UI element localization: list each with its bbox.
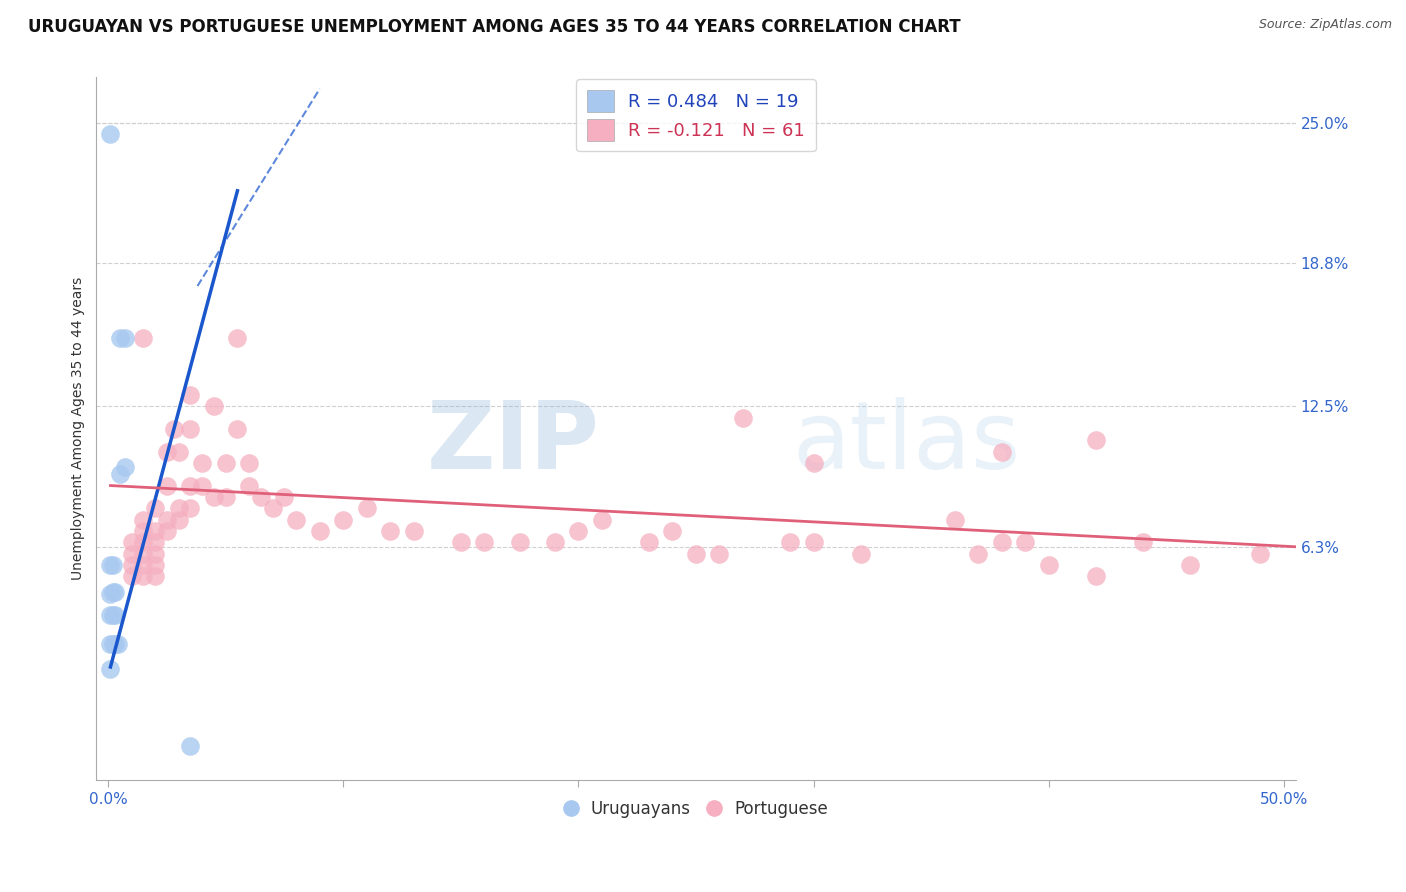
Point bbox=[132, 547, 155, 561]
Point bbox=[104, 585, 127, 599]
Point bbox=[179, 388, 201, 402]
Point bbox=[450, 535, 472, 549]
Point bbox=[803, 456, 825, 470]
Point bbox=[100, 587, 122, 601]
Point bbox=[779, 535, 801, 549]
Point bbox=[167, 444, 190, 458]
Point bbox=[167, 501, 190, 516]
Point bbox=[121, 569, 143, 583]
Point bbox=[191, 456, 214, 470]
Point bbox=[1014, 535, 1036, 549]
Point bbox=[132, 524, 155, 538]
Point bbox=[849, 547, 872, 561]
Point bbox=[143, 501, 166, 516]
Text: ZIP: ZIP bbox=[427, 397, 600, 489]
Point bbox=[114, 331, 136, 345]
Point bbox=[121, 535, 143, 549]
Point bbox=[402, 524, 425, 538]
Point bbox=[990, 535, 1012, 549]
Point bbox=[709, 547, 731, 561]
Point bbox=[179, 501, 201, 516]
Point bbox=[121, 558, 143, 572]
Point bbox=[685, 547, 707, 561]
Legend: Uruguayans, Portuguese: Uruguayans, Portuguese bbox=[557, 793, 835, 825]
Point bbox=[1084, 434, 1107, 448]
Point bbox=[143, 547, 166, 561]
Y-axis label: Unemployment Among Ages 35 to 44 years: Unemployment Among Ages 35 to 44 years bbox=[72, 277, 86, 581]
Point bbox=[132, 512, 155, 526]
Point bbox=[215, 490, 238, 504]
Point bbox=[1249, 547, 1271, 561]
Point bbox=[108, 467, 131, 482]
Point bbox=[308, 524, 330, 538]
Point bbox=[638, 535, 661, 549]
Point bbox=[567, 524, 589, 538]
Point bbox=[143, 558, 166, 572]
Point bbox=[100, 637, 122, 651]
Point bbox=[100, 558, 122, 572]
Point bbox=[731, 410, 754, 425]
Point bbox=[101, 607, 124, 622]
Point bbox=[179, 422, 201, 436]
Text: Source: ZipAtlas.com: Source: ZipAtlas.com bbox=[1258, 18, 1392, 31]
Point bbox=[156, 512, 179, 526]
Point bbox=[285, 512, 308, 526]
Point bbox=[250, 490, 273, 504]
Point bbox=[226, 422, 249, 436]
Point bbox=[143, 535, 166, 549]
Point bbox=[238, 456, 260, 470]
Point bbox=[273, 490, 295, 504]
Point bbox=[472, 535, 495, 549]
Point bbox=[191, 478, 214, 492]
Point bbox=[1038, 558, 1060, 572]
Point bbox=[803, 535, 825, 549]
Point bbox=[661, 524, 683, 538]
Point bbox=[215, 456, 238, 470]
Point bbox=[132, 535, 155, 549]
Point bbox=[132, 331, 155, 345]
Point bbox=[202, 399, 225, 413]
Point bbox=[100, 127, 122, 141]
Point bbox=[380, 524, 402, 538]
Point bbox=[114, 460, 136, 475]
Point bbox=[107, 637, 129, 651]
Point bbox=[121, 547, 143, 561]
Point bbox=[1084, 569, 1107, 583]
Point bbox=[132, 569, 155, 583]
Point bbox=[356, 501, 378, 516]
Point bbox=[990, 444, 1012, 458]
Point bbox=[104, 637, 127, 651]
Point bbox=[967, 547, 990, 561]
Point bbox=[332, 512, 354, 526]
Point bbox=[101, 637, 124, 651]
Point bbox=[156, 524, 179, 538]
Point bbox=[1132, 535, 1154, 549]
Point bbox=[179, 478, 201, 492]
Point bbox=[1178, 558, 1201, 572]
Point bbox=[262, 501, 284, 516]
Point bbox=[156, 478, 179, 492]
Point bbox=[156, 444, 179, 458]
Text: URUGUAYAN VS PORTUGUESE UNEMPLOYMENT AMONG AGES 35 TO 44 YEARS CORRELATION CHART: URUGUAYAN VS PORTUGUESE UNEMPLOYMENT AMO… bbox=[28, 18, 960, 36]
Point bbox=[104, 607, 127, 622]
Point bbox=[101, 558, 124, 572]
Point bbox=[132, 558, 155, 572]
Point bbox=[100, 662, 122, 676]
Point bbox=[544, 535, 567, 549]
Point bbox=[179, 739, 201, 754]
Point bbox=[509, 535, 531, 549]
Point bbox=[100, 607, 122, 622]
Point bbox=[943, 512, 966, 526]
Point bbox=[202, 490, 225, 504]
Point bbox=[167, 512, 190, 526]
Point bbox=[238, 478, 260, 492]
Point bbox=[591, 512, 613, 526]
Point bbox=[163, 422, 186, 436]
Point bbox=[108, 331, 131, 345]
Point bbox=[101, 585, 124, 599]
Point bbox=[143, 524, 166, 538]
Point bbox=[226, 331, 249, 345]
Text: atlas: atlas bbox=[792, 397, 1021, 489]
Point bbox=[143, 569, 166, 583]
